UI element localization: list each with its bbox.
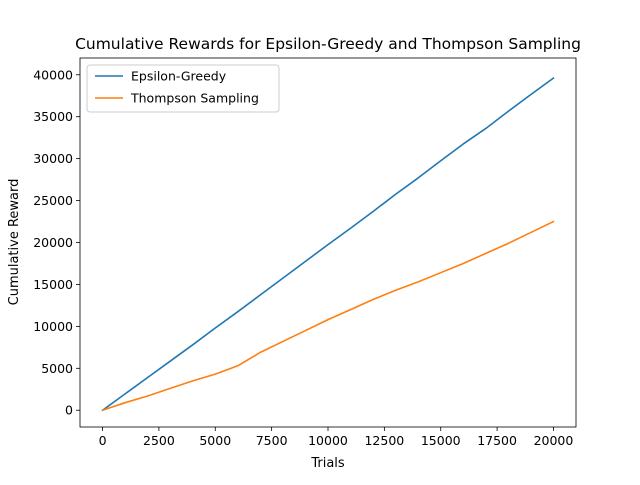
series-line-epsilon-greedy [101, 77, 555, 412]
x-tick-label: 17500 [477, 433, 517, 448]
x-axis: 0 2500 5000 7500 10000 12500 15000 17500 20000 [99, 427, 574, 448]
y-tick-label: 20000 [33, 235, 73, 250]
y-tick-label: 10000 [33, 319, 73, 334]
x-tick-label: 15000 [421, 433, 461, 448]
y-tick-label: 25000 [33, 193, 73, 208]
x-tick-label: 7500 [256, 433, 288, 448]
x-tick-label: 10000 [308, 433, 348, 448]
y-tick-label: 40000 [33, 67, 73, 82]
y-tick-label: 5000 [41, 361, 73, 376]
x-axis-label: Trials [310, 456, 345, 471]
y-axis-label: Cumulative Reward [7, 179, 22, 306]
x-tick-label: 2500 [143, 433, 175, 448]
x-tick-label: 0 [99, 433, 107, 448]
series-line-thompson-sampling [101, 220, 555, 412]
y-tick-label: 35000 [33, 109, 73, 124]
x-tick-label: 20000 [534, 433, 574, 448]
y-axis: 0 5000 10000 15000 20000 25000 30000 35000 40000 [33, 67, 80, 418]
legend-label: Epsilon-Greedy [131, 69, 227, 84]
chart-title: Cumulative Rewards for Epsilon-Greedy an… [75, 35, 581, 53]
legend: Epsilon-Greedy Thompson Sampling [86, 64, 280, 113]
y-tick-label: 30000 [33, 151, 73, 166]
x-tick-label: 12500 [364, 433, 404, 448]
x-tick-label: 5000 [199, 433, 231, 448]
legend-box [86, 64, 280, 113]
legend-label: Thompson Sampling [130, 91, 259, 106]
series-lines [101, 77, 555, 412]
y-tick-label: 0 [65, 403, 73, 418]
y-tick-label: 15000 [33, 277, 73, 292]
